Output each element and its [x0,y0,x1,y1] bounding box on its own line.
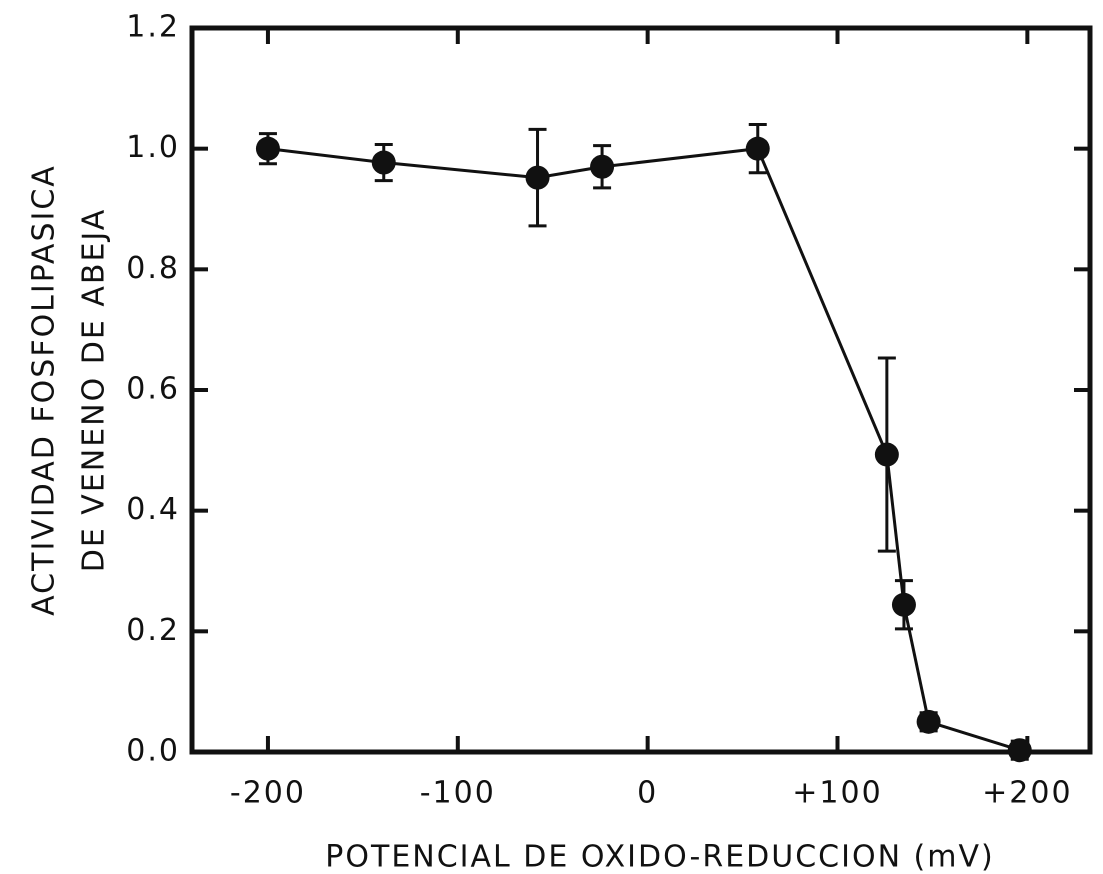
line [267,147,1021,752]
y-tick-label: 1.0 [126,130,180,165]
data-point [745,136,770,161]
x-tick-label: +200 [982,776,1072,811]
data-point [590,154,615,179]
x-tick-label: -100 [420,776,496,811]
y-tick-label: 0.6 [126,372,180,407]
y-tick-label: 1.2 [126,10,180,45]
y-tick-label: 0.4 [126,492,180,527]
x-tick-label: +100 [792,776,882,811]
data-point [525,165,550,190]
x-tick-label: 0 [637,776,658,811]
data-point [891,592,916,617]
data-point [255,136,280,161]
y-axis-label: ACTIVIDAD FOSFOLIPASICA [27,164,62,616]
y-tick-label: 0.0 [126,734,180,769]
data-point [916,709,941,734]
data-point [1007,738,1032,763]
plot-frame [189,25,1093,755]
x-axis-label: POTENCIAL DE OXIDO-REDUCCION (mV) [325,840,994,874]
x-tick-label: -200 [230,776,306,811]
y-tick-label: 0.8 [126,251,180,286]
y-axis-label: DE VENENO DE ABEJA [77,208,112,573]
y-tick-label: 0.2 [126,613,180,648]
data-point [874,442,899,467]
data-point [371,150,396,175]
